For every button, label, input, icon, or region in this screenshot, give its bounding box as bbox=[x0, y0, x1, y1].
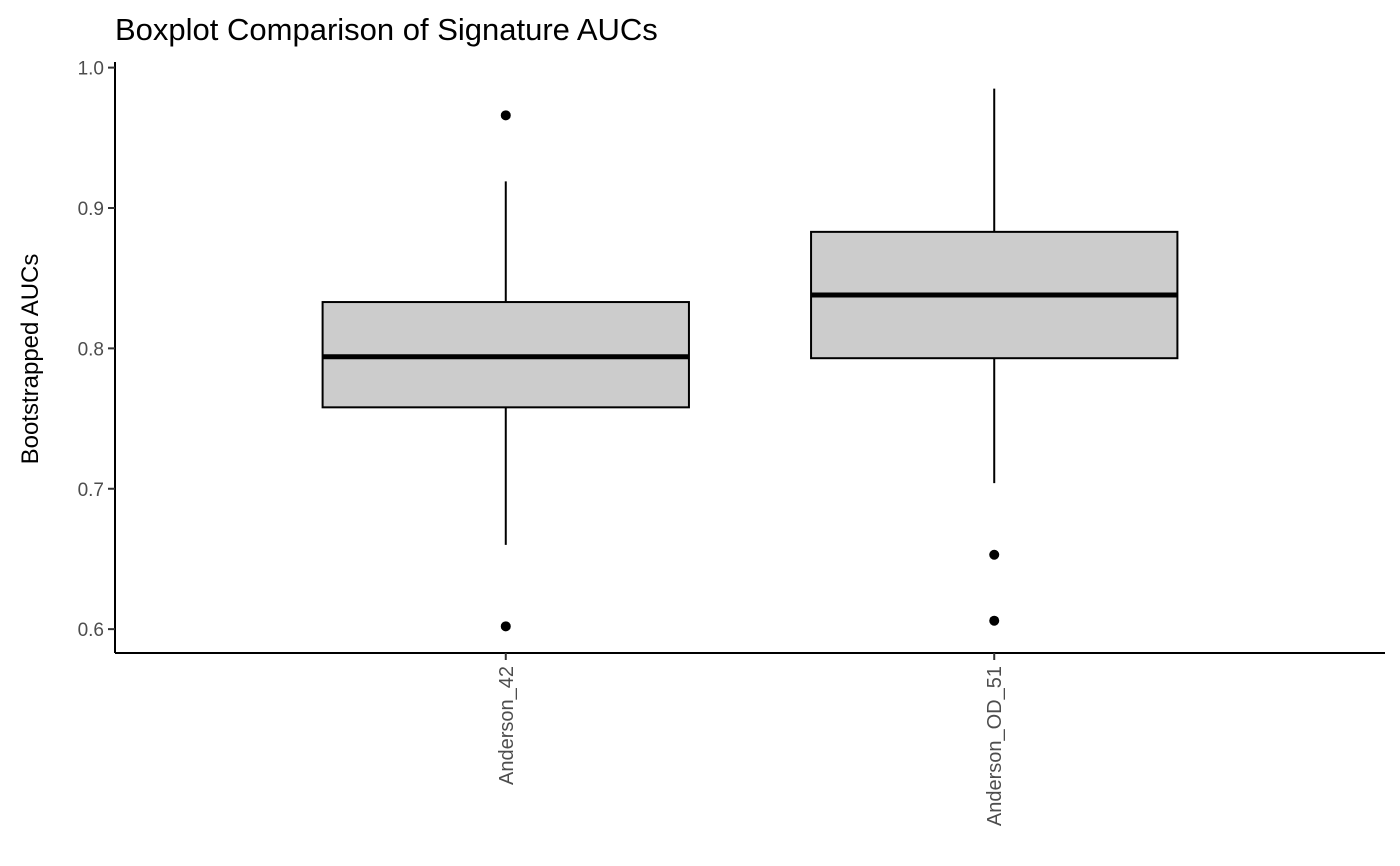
outlier-point bbox=[989, 549, 1000, 560]
y-axis-label: Bootstrapped AUCs bbox=[17, 254, 44, 465]
y-tick-label: 1.0 bbox=[78, 59, 104, 80]
outlier-point bbox=[989, 615, 1000, 626]
plot-area: 0.6 0.7 0.8 0.9 1.0 Anderson_42 Anderson_OD_51 bbox=[78, 59, 1385, 826]
chart-title: Boxplot Comparison of Signature AUCs bbox=[115, 12, 658, 47]
y-tick-label: 0.9 bbox=[78, 199, 104, 220]
y-tick-label: 0.6 bbox=[78, 620, 104, 641]
outlier-point bbox=[500, 110, 511, 121]
outlier-point bbox=[500, 621, 511, 632]
y-tick-label: 0.7 bbox=[78, 480, 104, 501]
x-tick-label: Anderson_42 bbox=[496, 666, 518, 785]
x-tick-label: Anderson_OD_51 bbox=[984, 666, 1006, 826]
y-tick-label: 0.8 bbox=[78, 339, 104, 360]
